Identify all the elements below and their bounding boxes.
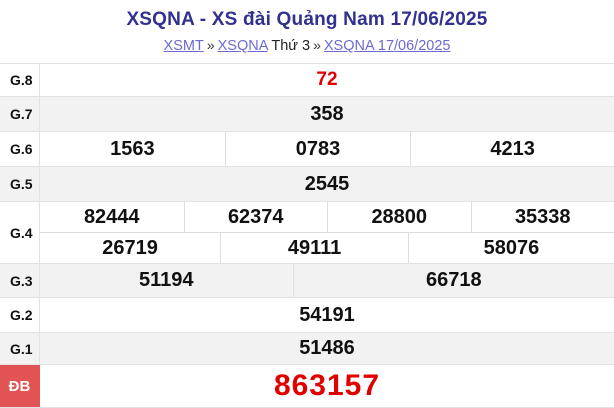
- breadcrumb-separator: »: [310, 37, 324, 53]
- prize-value-g8: 72: [40, 64, 614, 96]
- row-g4-line2: 26719 49111 58076: [40, 232, 614, 263]
- special-prize-badge: ĐB: [0, 365, 40, 407]
- prize-value-g4-7: 58076: [408, 233, 614, 263]
- prize-value-g6-1: 1563: [40, 132, 225, 166]
- breadcrumb: XSMT»XSQNA Thứ 3»XSQNA 17/06/2025: [0, 36, 614, 55]
- prize-label-g3: G.3: [0, 264, 40, 297]
- lottery-results-table: G.8 72 G.7 358 G.6 1563 0783 4213 G.5 25…: [0, 63, 614, 408]
- prize-label-g7: G.7: [0, 97, 40, 131]
- page-header: XSQNA - XS đài Quảng Nam 17/06/2025 XSMT…: [0, 0, 614, 55]
- prize-value-g7: 358: [40, 97, 614, 131]
- row-g5: G.5 2545: [0, 167, 614, 202]
- page-title: XSQNA - XS đài Quảng Nam 17/06/2025: [0, 9, 614, 31]
- row-g4-line1: 82444 62374 28800 35338: [40, 202, 614, 232]
- breadcrumb-weekday: Thứ 3: [271, 38, 310, 54]
- row-db: ĐB 863157: [0, 365, 614, 407]
- row-g6: G.6 1563 0783 4213: [0, 132, 614, 167]
- prize-label-g1: G.1: [0, 333, 40, 364]
- prize-value-g4-4: 35338: [471, 202, 614, 232]
- prize-value-db: 863157: [40, 365, 614, 407]
- prize-label-g4: G.4: [0, 202, 40, 263]
- prize-value-g4-5: 26719: [40, 233, 220, 263]
- prize-value-g6-3: 4213: [410, 132, 614, 166]
- row-g8: G.8 72: [0, 64, 614, 97]
- prize-value-g6-2: 0783: [225, 132, 410, 166]
- row-g2: G.2 54191: [0, 298, 614, 333]
- prize-value-g3-1: 51194: [40, 264, 293, 297]
- breadcrumb-link-current-draw[interactable]: XSQNA 17/06/2025: [324, 38, 451, 54]
- row-g3: G.3 51194 66718: [0, 264, 614, 298]
- prize-value-g3-2: 66718: [293, 264, 614, 297]
- prize-label-g8: G.8: [0, 64, 40, 96]
- prize-value-g4-2: 62374: [184, 202, 328, 232]
- row-g1: G.1 51486: [0, 333, 614, 365]
- prize-value-g4-3: 28800: [327, 202, 471, 232]
- prize-value-g4-6: 49111: [220, 233, 408, 263]
- prize-value-g5: 2545: [40, 167, 614, 201]
- row-g7: G.7 358: [0, 97, 614, 132]
- prize-value-g1: 51486: [40, 333, 614, 364]
- prize-value-g4-1: 82444: [40, 202, 184, 232]
- prize-label-g6: G.6: [0, 132, 40, 166]
- prize-label-g2: G.2: [0, 298, 40, 332]
- breadcrumb-link-xsqna[interactable]: XSQNA: [218, 38, 268, 54]
- breadcrumb-separator: »: [204, 37, 218, 53]
- row-g4: G.4 82444 62374 28800 35338 26719 49111 …: [0, 202, 614, 264]
- prize-label-g5: G.5: [0, 167, 40, 201]
- prize-value-g2: 54191: [40, 298, 614, 332]
- breadcrumb-link-xsmt[interactable]: XSMT: [164, 38, 204, 54]
